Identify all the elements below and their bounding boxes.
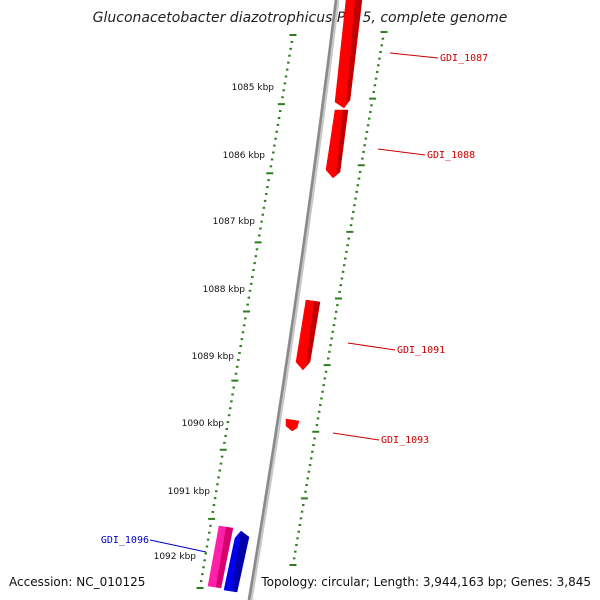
- gene-gdi-1091-label[interactable]: GDI_1091: [397, 345, 445, 356]
- genes-layer: [207, 0, 363, 593]
- gene-gdi-1096-connector: [149, 539, 207, 553]
- scale-label-1088: 1088 kbp: [203, 285, 246, 295]
- accession-value: NC_010125: [76, 575, 146, 589]
- gene-gdi-1088-shade: [336, 110, 348, 175]
- gene-gdi-1087-shade: [346, 0, 362, 104]
- scale-label-1091: 1091 kbp: [168, 487, 211, 497]
- accession-label: Accession:: [9, 575, 73, 589]
- genes-label: Genes:: [510, 575, 553, 589]
- scale-label-1089: 1089 kbp: [192, 352, 235, 362]
- topology-label: Topology:: [261, 575, 318, 589]
- gene-gdi-1087-label[interactable]: GDI_1087: [440, 53, 488, 64]
- map-title: Gluconacetobacter diazotrophicus PAl 5, …: [92, 10, 508, 26]
- scale-label-1085: 1085 kbp: [232, 83, 275, 93]
- scale-label-1087: 1087 kbp: [213, 217, 256, 227]
- topology-value: circular: [321, 575, 366, 589]
- gene-gdi-1093-label[interactable]: GDI_1093: [381, 435, 429, 446]
- length-value: 3,944,163 bp: [422, 575, 503, 589]
- scale-label-1086: 1086 kbp: [223, 151, 266, 161]
- length-label: Length:: [373, 575, 420, 589]
- gene-gdi-1091-shade: [306, 301, 320, 366]
- genes-value: 3,845: [556, 575, 591, 589]
- genome-backbone-layer: [247, 0, 340, 600]
- scale-label-1090: 1090 kbp: [182, 419, 225, 429]
- gene-gdi-1093-connector: [332, 432, 380, 441]
- gene-gdi-1096-label[interactable]: GDI_1096: [101, 535, 149, 546]
- scale-ticks-layer: [196, 31, 388, 589]
- scale-label-1092: 1092 kbp: [154, 552, 197, 562]
- gene-gdi-1091-connector: [347, 342, 396, 351]
- gene-gdi-1088-connector: [377, 148, 426, 156]
- gene-gdi-1088-label[interactable]: GDI_1088: [427, 150, 475, 161]
- topology-footer: Topology: circular; Length: 3,944,163 bp…: [261, 575, 591, 589]
- gene-gdi-1093[interactable]: [285, 418, 300, 432]
- gene-gdi-1087-connector: [389, 52, 439, 59]
- gene-blue-shade: [232, 531, 249, 592]
- labels-layer: 1085 kbp 1086 kbp 1087 kbp 1088 kbp 1089 kbp…: [101, 52, 488, 562]
- gene-gdi-1096-shade: [216, 527, 233, 588]
- genome-backbone: [247, 0, 338, 600]
- accession-footer: Accession: NC_010125: [9, 575, 145, 589]
